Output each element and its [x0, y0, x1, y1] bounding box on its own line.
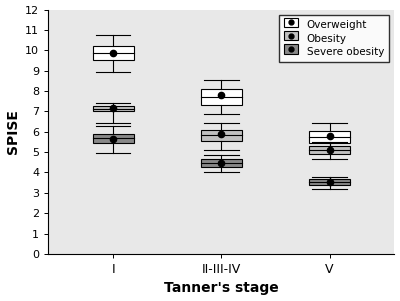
Bar: [93, 46, 134, 61]
Bar: [309, 131, 350, 143]
Bar: [201, 89, 242, 105]
X-axis label: Tanner's stage: Tanner's stage: [164, 281, 279, 296]
Bar: [309, 179, 350, 185]
Y-axis label: SPISE: SPISE: [6, 109, 20, 154]
Bar: [309, 146, 350, 154]
Bar: [201, 159, 242, 167]
Bar: [201, 130, 242, 141]
Bar: [93, 106, 134, 111]
Bar: [93, 134, 134, 143]
Legend: Overweight, Obesity, Severe obesity: Overweight, Obesity, Severe obesity: [278, 15, 389, 62]
